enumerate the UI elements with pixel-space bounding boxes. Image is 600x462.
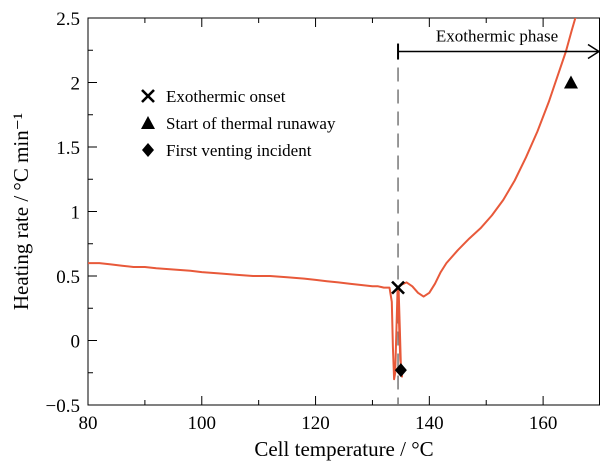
legend-label: Start of thermal runaway — [166, 114, 336, 133]
series-layer — [88, 18, 577, 381]
exothermic-phase-annotation: Exothermic phase — [397, 27, 600, 60]
marker-x — [391, 280, 405, 295]
legend: Exothermic onset Start of thermal runaway… — [141, 87, 336, 160]
annotation-text: Exothermic phase — [436, 27, 558, 46]
x-tick-label: 80 — [79, 413, 98, 434]
plot-area — [87, 17, 600, 406]
x-axis: 80 100 120 140 160 — [79, 18, 558, 434]
x-tick-label: 120 — [301, 413, 330, 434]
y-tick-label: 2 — [71, 74, 81, 95]
x-tick-label: 100 — [188, 413, 217, 434]
y-tick-label: 1 — [71, 203, 81, 224]
legend-symbol-triangle — [141, 116, 155, 129]
legend-label: Exothermic onset — [166, 87, 286, 106]
y-axis-title: Heating rate / °C min⁻¹ — [9, 113, 33, 310]
y-tick-label: 2.5 — [56, 9, 80, 30]
series-line — [88, 18, 577, 381]
x-tick-label: 160 — [529, 413, 558, 434]
marker-diamond — [394, 363, 407, 378]
x-tick-label: 140 — [415, 413, 444, 434]
y-tick-label: 0 — [71, 332, 81, 353]
marker-layer — [391, 75, 578, 378]
y-tick-label: 0.5 — [56, 267, 80, 288]
y-tick-label: −0.5 — [46, 396, 80, 417]
y-tick-label: 1.5 — [56, 138, 80, 159]
x-axis-title: Cell temperature / °C — [254, 437, 433, 461]
legend-symbol-x — [141, 89, 155, 103]
legend-label: First venting incident — [166, 141, 312, 160]
annotation-arrow-head — [587, 43, 600, 60]
y-axis: −0.5 0 0.5 1 1.5 2 2.5 — [46, 9, 97, 417]
marker-triangle — [563, 75, 578, 89]
legend-symbol-diamond — [142, 143, 154, 157]
